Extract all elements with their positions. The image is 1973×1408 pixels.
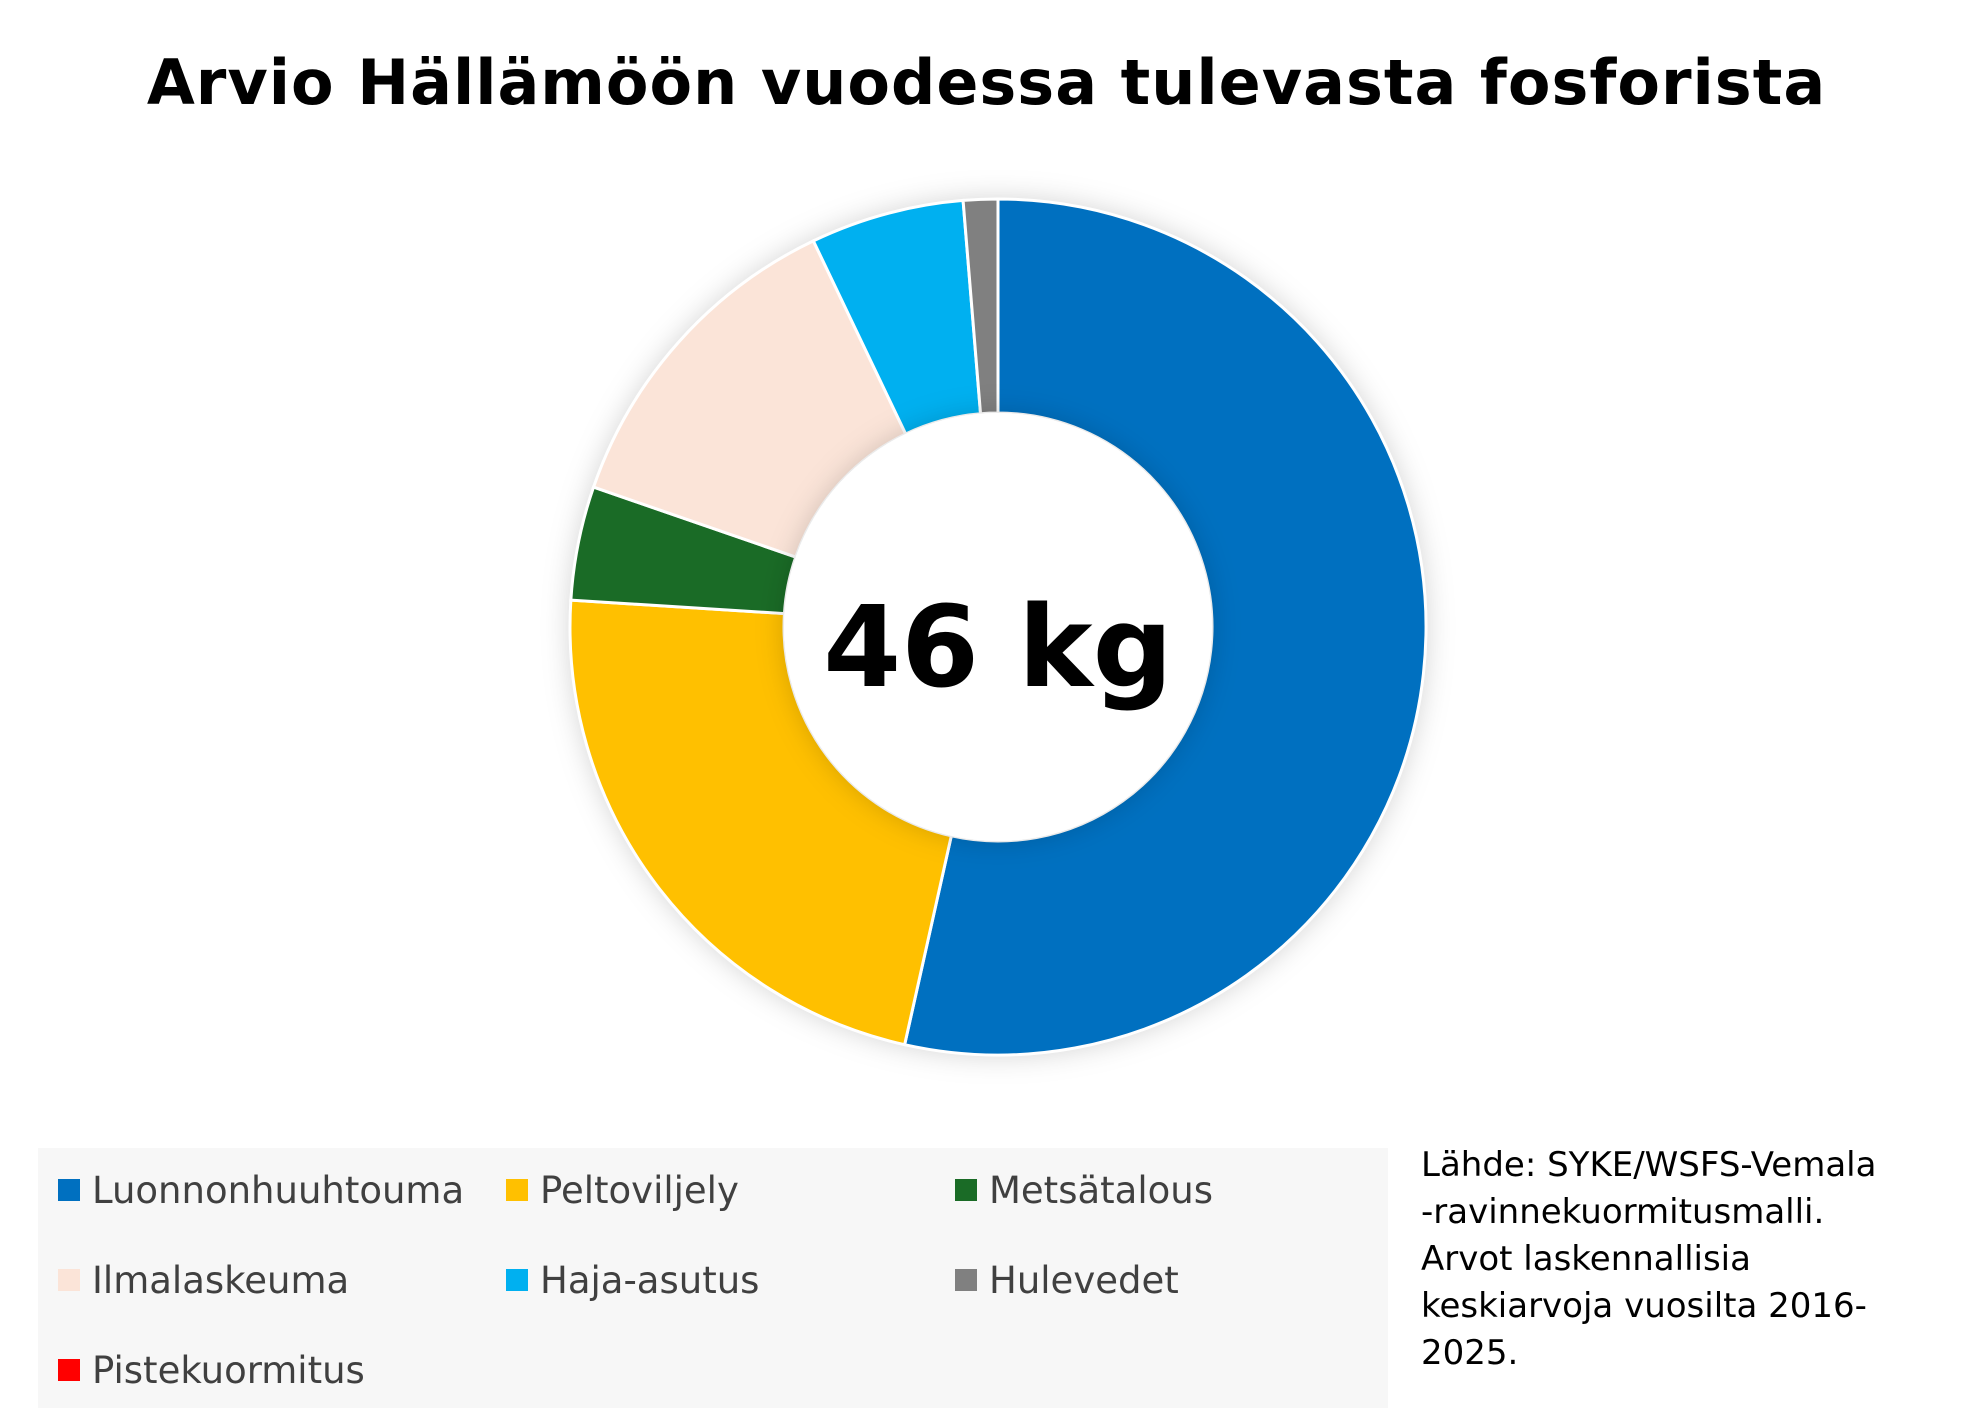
legend-swatch [955,1179,977,1201]
legend-label: Hulevedet [989,1258,1179,1302]
source-line: 2025. [1421,1333,1519,1373]
center-total-label: 46 kg [823,583,1173,713]
source-line: -ravinnekuormitusmalli. [1421,1192,1825,1232]
legend-label: Peltoviljely [540,1168,739,1212]
legend-item-peltoviljely: Peltoviljely [506,1160,739,1220]
source-note: Lähde: SYKE/WSFS-Vemala -ravinnekuormitu… [1421,1142,1961,1377]
legend-swatch [58,1179,80,1201]
legend-item-ilmalaskeuma: Ilmalaskeuma [58,1250,349,1310]
legend-label: Ilmalaskeuma [92,1258,350,1302]
legend-item-hulevedet: Hulevedet [955,1250,1179,1310]
legend: Luonnonhuuhtouma Peltoviljely Metsätalou… [38,1148,1388,1408]
legend-swatch [506,1179,528,1201]
donut-hole [784,413,1212,841]
legend-item-pistekuormitus: Pistekuormitus [58,1340,365,1400]
legend-item-haja-asutus: Haja-asutus [506,1250,759,1310]
chart-title: Arvio Hällämöön vuodessa tulevasta fosfo… [146,46,1827,119]
legend-item-luonnonhuuhtouma: Luonnonhuuhtouma [58,1160,464,1220]
legend-label: Luonnonhuuhtouma [92,1168,465,1212]
legend-label: Metsätalous [989,1168,1213,1212]
legend-label: Haja-asutus [540,1258,760,1302]
source-line: Lähde: SYKE/WSFS-Vemala [1421,1145,1877,1185]
legend-item-metsatalous: Metsätalous [955,1160,1213,1220]
donut-slices [568,197,1428,1057]
legend-swatch [58,1359,80,1381]
legend-swatch [506,1269,528,1291]
legend-swatch [955,1269,977,1291]
source-line: Arvot laskennallisia [1421,1239,1751,1279]
donut-chart: 46 kg [568,197,1428,1057]
legend-label: Pistekuormitus [92,1348,365,1392]
source-line: keskiarvoja vuosilta 2016- [1421,1286,1867,1326]
legend-swatch [58,1269,80,1291]
donut-slice-luonnonhuuhtouma [902,197,1428,1057]
